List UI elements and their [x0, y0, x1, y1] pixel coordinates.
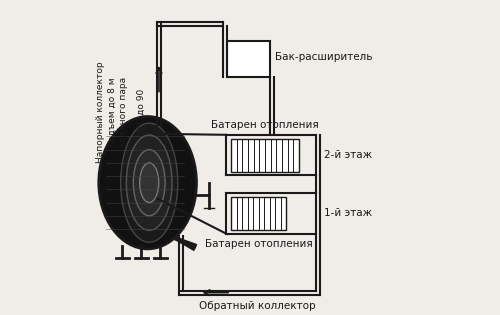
Bar	[231, 139, 299, 172]
Ellipse shape	[134, 150, 165, 216]
Ellipse shape	[99, 117, 196, 249]
Bar	[231, 197, 286, 230]
Text: Бак-расширитель: Бак-расширитель	[274, 52, 372, 62]
Text: Напорный коллектор: Напорный коллектор	[96, 61, 105, 163]
Text: 1-й этаж: 1-й этаж	[324, 209, 372, 218]
Text: подъем до 8 м: подъем до 8 м	[108, 77, 117, 147]
Text: t °С до 90: t °С до 90	[137, 89, 146, 135]
Ellipse shape	[120, 123, 178, 242]
Text: водяного пара: водяного пара	[120, 77, 128, 147]
Ellipse shape	[126, 135, 172, 230]
Text: Батарен отопления: Батарен отопления	[205, 239, 312, 249]
Text: Батарен отопления: Батарен отопления	[211, 120, 319, 130]
Bar	[228, 41, 270, 77]
Text: 2-й этаж: 2-й этаж	[324, 150, 372, 160]
Text: Обратный коллектор: Обратный коллектор	[199, 301, 316, 312]
Ellipse shape	[140, 163, 158, 203]
